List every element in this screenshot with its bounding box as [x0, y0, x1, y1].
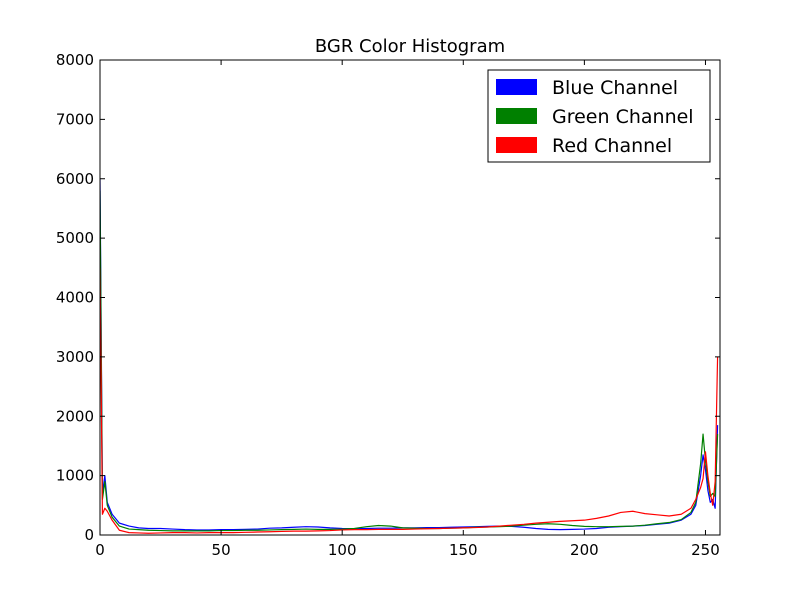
x-tick-label: 0: [95, 541, 105, 559]
x-tick-label: 50: [212, 541, 231, 559]
legend-swatch: [496, 108, 537, 124]
legend-swatch: [496, 137, 537, 153]
y-tick-label: 0: [84, 526, 94, 544]
x-tick-label: 250: [691, 541, 720, 559]
legend-label: Red Channel: [552, 135, 672, 157]
y-tick-label: 6000: [56, 170, 94, 188]
legend-label: Blue Channel: [552, 77, 678, 99]
y-tick-label: 8000: [56, 51, 94, 69]
y-tick-label: 4000: [56, 289, 94, 307]
y-tick-label: 2000: [56, 407, 94, 425]
x-tick-label: 150: [449, 541, 478, 559]
x-tick-label: 200: [570, 541, 599, 559]
legend-label: Green Channel: [552, 106, 694, 128]
y-tick-label: 3000: [56, 348, 94, 366]
y-tick-label: 1000: [56, 467, 94, 485]
y-tick-label: 5000: [56, 229, 94, 247]
ticks-layer: 0 50 100 150 200 250 0 1000 2000 3000 4000 5000 6000…: [56, 51, 720, 559]
legend: Blue Channel Green Channel Red Channel: [487, 69, 711, 163]
series-layer: [100, 178, 719, 534]
y-tick-label: 7000: [56, 110, 94, 128]
series-line-red-channel: [100, 267, 719, 534]
chart-title: BGR Color Histogram: [315, 36, 505, 57]
legend-swatch: [496, 79, 537, 95]
x-tick-label: 100: [328, 541, 357, 559]
